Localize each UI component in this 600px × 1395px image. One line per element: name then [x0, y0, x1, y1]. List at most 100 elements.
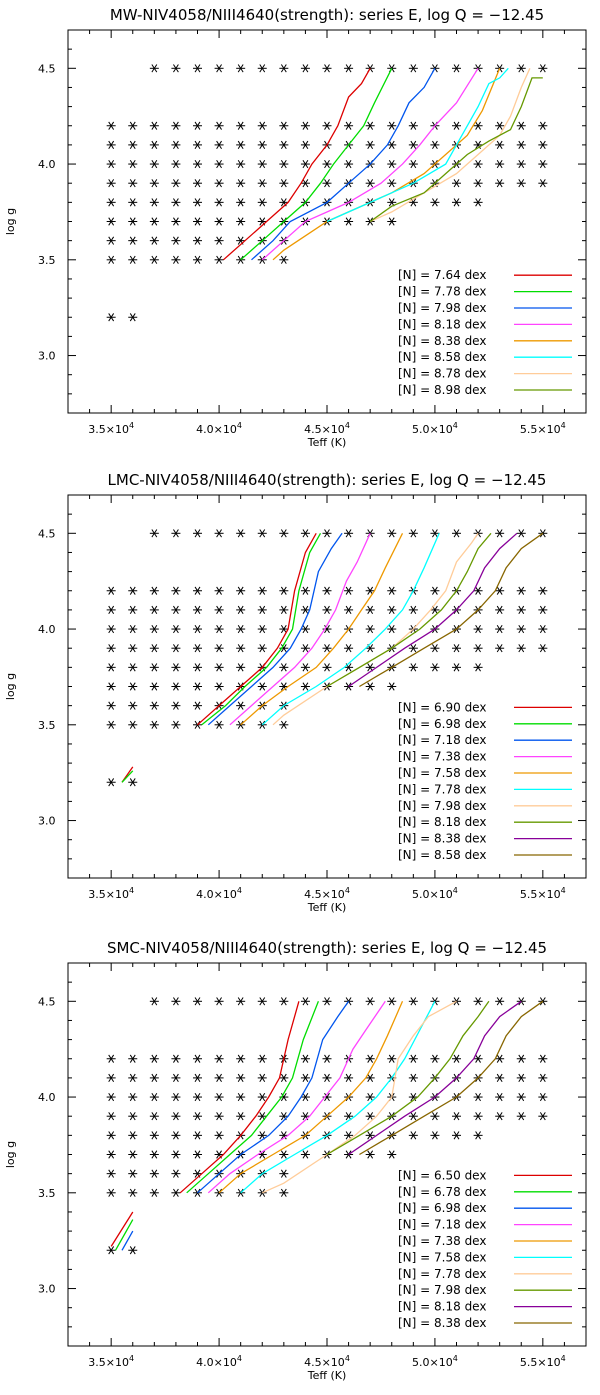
grid-point-marker — [106, 140, 116, 149]
grid-point-marker — [236, 198, 246, 207]
legend-label: [N] = 7.78 dex — [398, 782, 486, 796]
y-tick-label: 3.5 — [38, 719, 56, 732]
grid-point-marker — [408, 159, 418, 169]
grid-point-marker — [408, 1112, 418, 1121]
grid-point-marker — [193, 701, 202, 710]
grid-point-marker — [193, 217, 202, 226]
grid-point-marker — [430, 586, 440, 595]
grid-point-marker — [128, 644, 138, 653]
grid-point-marker — [257, 198, 267, 207]
series-line-2 — [121, 532, 322, 783]
grid-point-marker — [214, 217, 224, 226]
grid-point-marker — [344, 644, 354, 653]
grid-point-marker — [344, 682, 354, 691]
grid-point-marker — [214, 529, 224, 538]
y-tick-label: 4.0 — [38, 158, 56, 171]
grid-point-marker — [149, 1054, 159, 1063]
grid-point-marker — [365, 1112, 375, 1121]
grid-point-marker — [214, 586, 224, 595]
x-tick-label: 5.0×104 — [412, 421, 458, 436]
legend-item: [N] = 7.98 dex — [398, 1283, 572, 1297]
grid-point-marker — [538, 529, 548, 538]
grid-point-marker — [236, 624, 246, 634]
grid-point-marker — [149, 217, 159, 226]
grid-point-marker — [344, 663, 354, 672]
grid-point-marker — [236, 140, 246, 149]
grid-point-marker — [516, 179, 526, 188]
grid-point-marker — [279, 64, 289, 73]
grid-point-marker — [387, 140, 397, 149]
grid-point-marker — [128, 720, 138, 729]
grid-point-marker — [538, 159, 548, 169]
grid-point-marker — [279, 1073, 289, 1082]
grid-point-marker — [473, 1054, 483, 1063]
grid-point-marker — [279, 1131, 289, 1140]
grid-point-marker — [257, 159, 267, 169]
grid-point-marker — [365, 605, 375, 614]
grid-point-marker — [214, 720, 224, 729]
grid-point-marker — [171, 663, 181, 672]
grid-point-marker — [257, 255, 267, 264]
grid-point-marker — [495, 605, 505, 614]
legend-item: [N] = 8.38 dex — [398, 334, 572, 348]
grid-point-marker — [106, 682, 116, 691]
x-tick-label: 5.0×104 — [412, 1354, 458, 1369]
grid-point-marker — [236, 1188, 246, 1197]
grid-point-marker — [408, 140, 418, 149]
grid-point-marker — [300, 605, 310, 614]
grid-point-marker — [365, 586, 375, 595]
y-tick-label: 4.5 — [38, 62, 56, 75]
series-line-3 — [251, 67, 436, 261]
grid-point-marker — [408, 1054, 418, 1063]
grid-point-marker — [193, 997, 202, 1006]
legend-label: [N] = 7.38 dex — [398, 1234, 486, 1248]
grid-point-marker — [106, 255, 116, 264]
grid-point-marker — [149, 159, 159, 169]
grid-point-marker — [430, 1131, 440, 1140]
grid-point-marker — [365, 217, 375, 226]
grid-point-marker — [365, 644, 375, 653]
grid-point-marker — [106, 663, 116, 672]
y-tick-label: 4.5 — [38, 995, 56, 1008]
grid-point-marker — [106, 1150, 116, 1159]
grid-point-marker — [128, 1112, 138, 1121]
series-line-3 — [207, 532, 343, 726]
grid-point-marker — [193, 1169, 202, 1178]
grid-point-marker — [344, 605, 354, 614]
grid-point-marker — [387, 217, 397, 226]
legend-item: [N] = 8.58 dex — [398, 848, 572, 862]
grid-point-marker — [344, 217, 354, 226]
grid-point-marker — [106, 179, 116, 188]
legend-item: [N] = 6.90 dex — [398, 700, 572, 714]
grid-point-marker — [408, 64, 418, 73]
grid-point-marker — [516, 64, 526, 73]
grid-point-marker — [193, 1092, 202, 1102]
x-tick-label: 4.0×104 — [196, 886, 242, 901]
series-line-3 — [121, 1000, 350, 1251]
grid-point-marker — [214, 682, 224, 691]
grid-point-marker — [495, 586, 505, 595]
grid-point-marker — [149, 1188, 159, 1197]
x-tick-label: 5.0×104 — [412, 886, 458, 901]
grid-point-marker — [495, 159, 505, 169]
legend-label: [N] = 8.18 dex — [398, 1300, 486, 1314]
grid-point-marker — [171, 644, 181, 653]
grid-point-marker — [538, 1054, 548, 1063]
grid-point-marker — [149, 997, 159, 1006]
grid-point-marker — [106, 701, 116, 710]
grid-point-marker — [171, 529, 181, 538]
legend: [N] = 6.90 dex [N] = 6.98 dex [N] = 7.18 d… — [398, 700, 572, 862]
grid-point-marker — [516, 159, 526, 169]
grid-point-marker — [365, 121, 375, 130]
grid-point-marker — [300, 997, 310, 1006]
grid-point-marker — [279, 529, 289, 538]
grid-point-marker — [149, 1073, 159, 1082]
grid-point-marker — [408, 997, 418, 1006]
series-line-4 — [207, 1000, 386, 1194]
grid-point-marker — [236, 720, 246, 729]
grid-point-marker — [279, 997, 289, 1006]
series-line-9 — [348, 1000, 522, 1156]
grid-point-marker — [279, 255, 289, 264]
grid-point-marker — [257, 529, 267, 538]
